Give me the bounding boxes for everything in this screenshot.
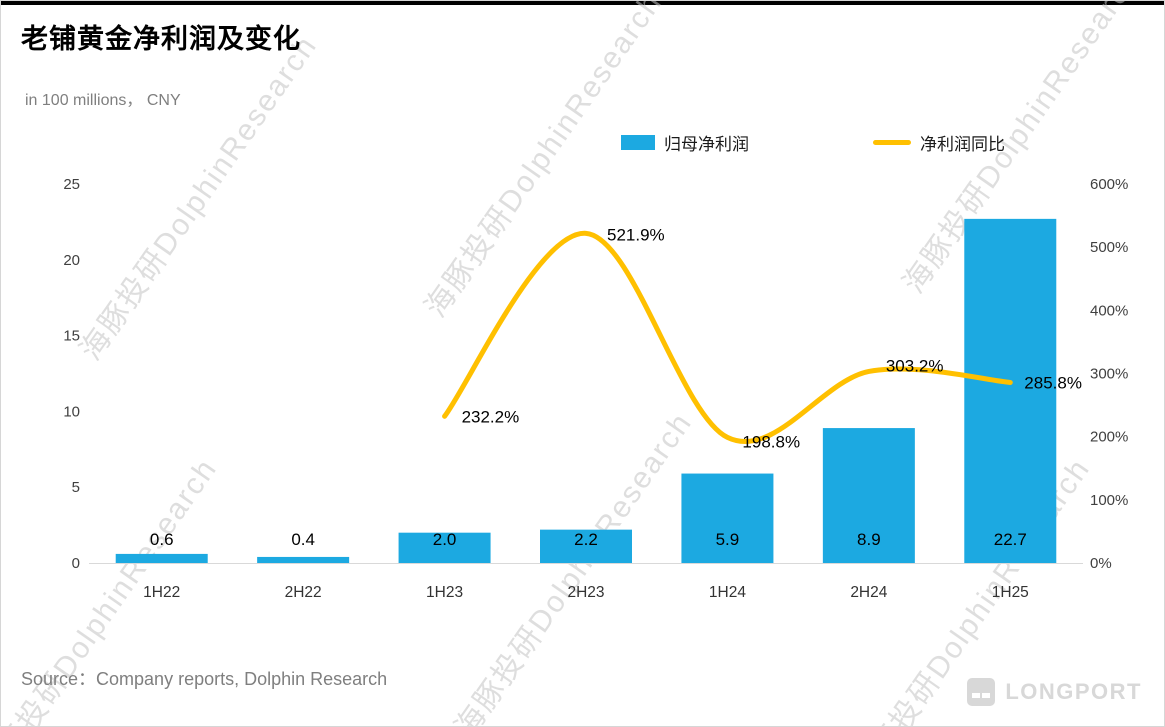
units-subtitle: in 100 millions， CNY (25, 92, 181, 109)
line-swatch-icon (873, 140, 911, 145)
bar-value-label: 5.9 (716, 530, 740, 549)
x-axis-label: 1H23 (426, 584, 463, 601)
bar-2H24 (822, 428, 915, 563)
left-axis-tick: 25 (63, 176, 80, 193)
line-value-label: 521.9% (607, 225, 665, 244)
x-axis-label: 1H25 (992, 584, 1029, 601)
yoy-line (442, 230, 1013, 444)
x-axis-label: 2H23 (567, 584, 604, 601)
x-axis-label: 1H22 (143, 584, 180, 601)
bar-value-label: 8.9 (857, 530, 881, 549)
page-title: 老铺黄金净利润及变化 (21, 24, 301, 54)
left-axis-tick: 10 (63, 403, 80, 420)
longport-icon (967, 678, 996, 706)
x-axis-label: 2H24 (850, 584, 887, 601)
bar-1H22 (115, 553, 208, 563)
right-axis-tick: 300% (1090, 366, 1128, 383)
bar-value-label: 0.4 (291, 530, 315, 549)
bar-value-label: 22.7 (994, 530, 1027, 549)
top-border (1, 1, 1164, 5)
bar-2H22 (257, 556, 350, 563)
longport-logo: LONGPORT (966, 677, 1142, 707)
bar-value-label: 2.0 (433, 530, 457, 549)
bar-2H23 (540, 529, 632, 563)
right-axis-tick: 0% (1090, 555, 1112, 572)
legend-label-yoy: 净利润同比 (920, 135, 1005, 154)
right-axis-tick: 400% (1090, 302, 1128, 319)
line-value-label: 303.2% (886, 356, 944, 375)
bar-swatch-icon (621, 135, 655, 150)
legend-label-net-profit: 归母净利润 (664, 135, 749, 154)
bar-1H23 (398, 532, 491, 563)
x-axis-label: 1H24 (709, 584, 746, 601)
right-axis-tick: 100% (1090, 492, 1128, 509)
longport-wordmark: LONGPORT (1005, 679, 1142, 704)
line-value-label: 285.8% (1024, 373, 1082, 392)
right-axis-tick: 500% (1090, 239, 1128, 256)
left-axis-tick: 0 (72, 555, 80, 572)
line-value-label: 232.2% (462, 407, 520, 426)
bar-value-label: 0.6 (150, 530, 174, 549)
bar-value-label: 2.2 (574, 530, 598, 549)
legend-item-net-profit: 归母净利润 (621, 130, 749, 155)
bar-1H25 (964, 218, 1057, 564)
source-note: Source：Company reports, Dolphin Research (21, 669, 388, 689)
line-value-label: 198.8% (742, 432, 800, 451)
legend-item-yoy: 净利润同比 (873, 130, 1005, 155)
left-axis-tick: 5 (72, 479, 80, 496)
right-axis-tick: 200% (1090, 429, 1128, 446)
bar-1H24 (681, 473, 774, 563)
x-axis-label: 2H22 (285, 584, 322, 601)
right-axis-tick: 600% (1090, 176, 1128, 193)
left-axis-tick: 20 (63, 252, 80, 269)
left-axis-tick: 15 (63, 328, 80, 345)
